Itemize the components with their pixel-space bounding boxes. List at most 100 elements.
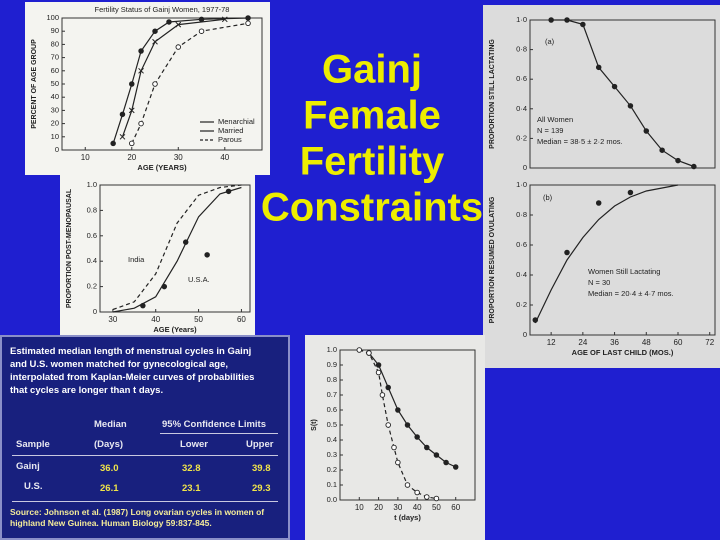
- data-point: [404, 422, 411, 428]
- y-tick-label: 40: [51, 92, 59, 101]
- data-point: [643, 128, 650, 134]
- x-tick-label: 12: [547, 338, 556, 347]
- data-point: [375, 362, 382, 368]
- slide-title: Constraints: [261, 186, 483, 230]
- figure: 0.0 0.1 0.2 0.3 0.4 0.5 0.6 0.7 0.8 0.9 1.0 10 20 30 4…: [305, 335, 485, 540]
- figure-background: [483, 178, 720, 368]
- data-point: [564, 17, 570, 23]
- y-tick-label: 0.2: [327, 465, 337, 474]
- y-tick-label: 0.4: [87, 256, 97, 265]
- annotation: All Women: [537, 115, 573, 124]
- data-point: [138, 48, 144, 54]
- legend-label: Married: [218, 126, 243, 135]
- data-point: [675, 157, 681, 164]
- y-tick-label: 0.8: [327, 375, 337, 384]
- data-point: [119, 133, 126, 140]
- y-tick-label: 0·2: [516, 133, 527, 142]
- header-cell: Median: [94, 419, 127, 430]
- y-tick-label: 20: [51, 119, 59, 128]
- data-point: [366, 350, 372, 356]
- data-point: [152, 28, 158, 34]
- data-point: [433, 452, 440, 458]
- data-point: [129, 140, 135, 147]
- figure-background: [305, 335, 485, 540]
- x-tick-label: 20: [374, 503, 383, 512]
- y-axis-label: PROPORTION RESUMED OVULATING: [489, 196, 496, 323]
- y-tick-label: 0: [55, 145, 59, 154]
- x-tick-label: 30: [108, 315, 117, 324]
- y-tick-label: 60: [51, 66, 59, 75]
- data-point: [452, 464, 459, 470]
- data-point: [110, 140, 116, 147]
- y-tick-label: 0·6: [516, 240, 527, 249]
- data-point: [548, 17, 554, 23]
- plot-frame: [99, 184, 251, 313]
- series-line: [534, 184, 679, 324]
- row-label: U.S.: [24, 481, 43, 492]
- x-tick-label: 60: [237, 315, 246, 324]
- x-axis-label: AGE OF LAST CHILD (MOS.): [572, 348, 674, 357]
- x-tick-label: 20: [127, 153, 136, 162]
- series-line: [112, 184, 242, 311]
- data-point: [225, 188, 232, 195]
- y-tick-label: 100: [46, 13, 59, 22]
- row-label: Gainj: [16, 461, 40, 472]
- data-point: [129, 81, 135, 87]
- figure-background: [60, 175, 255, 335]
- figure: 0 10 20 30 40 50 60 70 80 90 100 10 20 30 40 Fertility …: [25, 2, 270, 175]
- data-point: [182, 239, 189, 245]
- data-point: [691, 163, 697, 170]
- plot-frame: [529, 19, 716, 169]
- table-caption: Estimated median length of menstrual cyc…: [10, 345, 254, 397]
- y-tick-label: 0·8: [516, 210, 527, 219]
- annotation: N = 139: [537, 126, 563, 135]
- x-tick-label: 40: [220, 153, 229, 162]
- annotation: (b): [543, 193, 553, 202]
- y-tick-label: 0.5: [327, 420, 337, 429]
- caption-line: interpolated from Kaplan-Meier curves of…: [10, 372, 255, 383]
- y-tick-label: 0: [523, 330, 527, 339]
- data-point: [138, 67, 144, 74]
- data-point: [564, 249, 570, 256]
- y-axis-label: PROPORTION POST-MENOPAUSAL: [66, 188, 73, 308]
- annotation: Median = 20·4 ± 4·7 mos.: [588, 289, 674, 298]
- x-axis-label: AGE (Years): [153, 325, 197, 334]
- header-cell: (Days): [94, 439, 124, 450]
- table-cell: 32.8: [182, 463, 201, 474]
- data-point: [140, 302, 146, 309]
- y-tick-label: 0.9: [327, 360, 337, 369]
- x-tick-label: 40: [413, 503, 422, 512]
- slide-title: Female: [303, 94, 441, 138]
- x-tick-label: 50: [194, 315, 203, 324]
- legend-label: Menarchial: [218, 117, 255, 126]
- table-cell: 26.1: [100, 483, 119, 494]
- data-point: [627, 103, 634, 109]
- annotation: Median = 38·5 ± 2·2 mos.: [537, 137, 623, 146]
- data-point: [175, 44, 182, 50]
- y-tick-label: 0·2: [516, 300, 527, 309]
- y-tick-label: 0·4: [516, 104, 527, 113]
- x-tick-label: 48: [642, 338, 651, 347]
- x-tick-label: 30: [174, 153, 183, 162]
- y-axis-label: PROPORTION STILL LACTATING: [489, 39, 496, 149]
- series-line: [112, 186, 242, 313]
- y-tick-label: 0.7: [327, 390, 337, 399]
- figure: 0 0.2 0.4 0.6 0.8 1.0 30 40 50 60 AGE (Years) PROPO…: [60, 175, 255, 335]
- y-tick-label: 90: [51, 26, 59, 35]
- x-tick-label: 36: [610, 338, 619, 347]
- data-point: [414, 489, 420, 496]
- data-point: [166, 19, 172, 25]
- y-tick-label: 0.2: [87, 282, 97, 291]
- y-tick-label: 0.6: [87, 231, 97, 240]
- y-tick-label: 1·0: [516, 15, 527, 24]
- x-tick-label: 10: [81, 153, 90, 162]
- data-point: [595, 200, 602, 206]
- chart-title: Fertility Status of Gainj Women, 1977-78: [95, 5, 230, 14]
- y-tick-label: 0.8: [87, 205, 97, 214]
- table-rule: [12, 501, 278, 502]
- slide-title: Gainj: [322, 48, 422, 92]
- x-tick-label: 60: [451, 503, 460, 512]
- header-cell: Lower: [180, 439, 208, 450]
